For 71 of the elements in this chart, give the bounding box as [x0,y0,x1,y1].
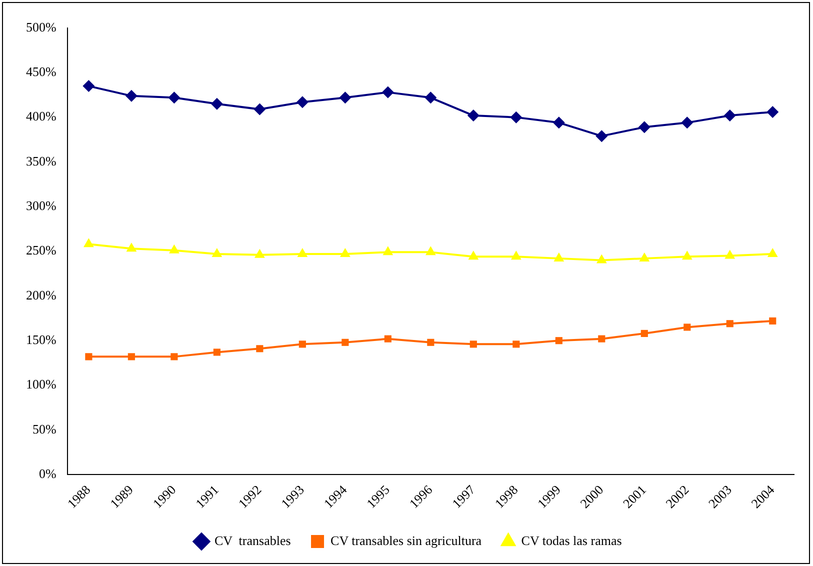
y-tick-label: 250% [26,242,56,258]
legend-label: CV todas las ramas [521,532,622,548]
point [168,244,180,254]
point [467,110,480,122]
point [684,324,691,331]
point [596,254,607,264]
point [726,320,734,328]
y-tick-label: 150% [26,332,56,348]
point [682,250,692,260]
point [340,248,350,257]
legend-label: CV transables [214,532,291,548]
point [170,353,178,360]
point [128,353,135,360]
point [125,90,138,102]
y-tick-label: 100% [26,376,56,392]
point [724,250,736,259]
point [427,338,434,346]
y-tick-label: 500% [26,19,56,34]
x-tick-label: 1991 [192,482,222,512]
point [212,248,222,257]
point [468,250,479,260]
point [554,252,564,262]
legend-label: CV transables sin agricultura [330,532,482,548]
point [254,248,265,258]
y-tick-label: 300% [26,198,56,214]
point [555,337,562,344]
point [767,248,778,257]
point [296,96,308,108]
y-tick-label: 450% [26,64,56,80]
point [384,335,392,342]
y-tick-label: 200% [26,287,56,302]
point [766,106,779,118]
point [210,98,223,110]
point [639,252,650,262]
point [425,246,436,256]
y-tick-label: 350% [26,153,56,168]
y-tick-label: 50% [32,421,56,436]
x-tick-label: 1989 [106,482,136,512]
point [598,335,606,342]
point [168,92,180,104]
point [126,242,137,252]
point [213,348,220,356]
point [342,338,349,346]
point [596,130,608,142]
x-tick-label: 2001 [620,482,649,512]
point [510,250,522,260]
point [512,340,520,348]
point [640,330,648,337]
point [298,340,306,348]
point [510,111,522,124]
x-tick-label: 1990 [150,482,179,512]
point [638,121,650,134]
x-tick-label: 1992 [235,482,264,512]
x-tick-label: 1999 [534,482,564,512]
point [470,340,477,348]
point [724,110,736,122]
point [681,116,694,129]
point [84,238,94,248]
point [769,317,776,324]
point [424,92,437,104]
y-tick-label: 0% [38,466,56,482]
point [254,103,266,116]
point [382,86,394,98]
point [297,248,308,257]
point [339,92,352,104]
y-tick-label: 400% [26,108,56,124]
point [552,116,565,129]
point [256,345,264,352]
point [82,80,95,92]
point [85,353,92,360]
point [382,246,394,256]
